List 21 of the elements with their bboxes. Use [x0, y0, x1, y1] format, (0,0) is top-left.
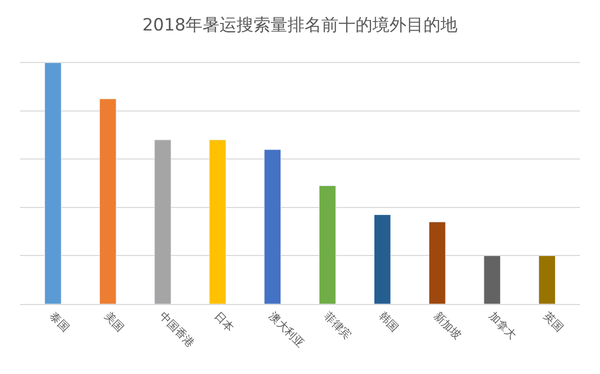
bar: [209, 140, 226, 304]
chart-title: 2018年暑运搜索量排名前十的境外目的地: [142, 16, 458, 36]
x-tick-label: 日本: [212, 310, 236, 334]
bar: [99, 98, 116, 304]
bar: [374, 214, 391, 304]
x-tick-label: 新加坡: [431, 310, 464, 342]
x-tick-label: 加拿大: [486, 310, 519, 342]
x-tick-label: 美国: [102, 310, 127, 334]
bar: [264, 149, 282, 304]
bar: [318, 186, 336, 304]
x-tick-label: 韩国: [376, 310, 402, 334]
x-tick-label: 英国: [541, 310, 566, 334]
x-tick-label: 中国香港: [156, 310, 198, 350]
bar: [154, 140, 172, 304]
bar: [484, 255, 501, 304]
bar: [44, 62, 62, 304]
x-tick-label: 澳大利亚: [266, 310, 307, 350]
bar: [428, 222, 446, 304]
x-tick-label: 菲律宾: [321, 310, 354, 342]
bar: [538, 255, 556, 304]
x-tick-label: 泰国: [46, 310, 72, 334]
